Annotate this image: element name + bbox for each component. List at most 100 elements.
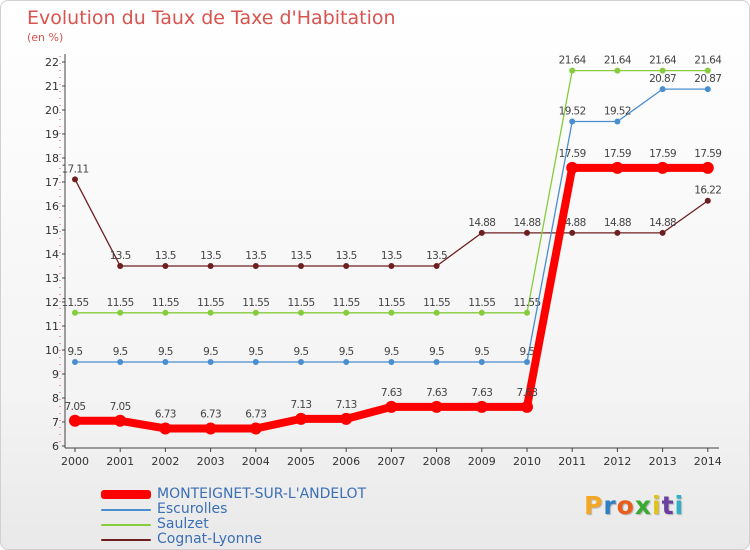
data-label-monteignet-sur-l-andelot: 7.63 (426, 387, 447, 399)
legend-swatch (101, 523, 151, 526)
data-point-saulzet (524, 309, 530, 316)
data-point-saulzet (659, 67, 666, 74)
data-label-monteignet-sur-l-andelot: 17.59 (604, 148, 631, 160)
data-point-escurolles (524, 359, 530, 365)
data-label-saulzet: 21.64 (559, 55, 587, 67)
data-label-cognat-lyonne: 14.88 (513, 217, 540, 229)
data-label-saulzet: 11.55 (423, 297, 450, 309)
data-label-monteignet-sur-l-andelot: 17.59 (559, 148, 586, 160)
legend-swatch (101, 508, 151, 511)
y-tick-label: 15 (45, 224, 59, 237)
data-label-escurolles: 20.87 (694, 73, 721, 85)
data-label-saulzet: 11.55 (152, 297, 179, 309)
data-point-saulzet (478, 309, 485, 316)
y-tick-label: 6 (52, 440, 59, 453)
data-point-cognat-lyonne (117, 263, 124, 269)
data-label-monteignet-sur-l-andelot: 7.63 (517, 387, 538, 399)
chart-subtitle: (en %) (27, 31, 64, 44)
data-label-monteignet-sur-l-andelot: 7.13 (291, 399, 312, 411)
data-point-saulzet (343, 309, 350, 316)
data-label-escurolles: 9.5 (384, 346, 399, 358)
data-point-escurolles (704, 86, 711, 93)
data-label-escurolles: 9.5 (294, 346, 309, 358)
data-point-saulzet (614, 67, 621, 74)
data-point-escurolles (72, 359, 78, 365)
data-point-cognat-lyonne (478, 229, 485, 236)
data-label-escurolles: 9.5 (113, 346, 128, 358)
data-label-monteignet-sur-l-andelot: 6.73 (200, 408, 221, 420)
legend-swatch (101, 490, 151, 499)
data-label-saulzet: 11.55 (378, 297, 405, 309)
data-point-monteignet-sur-l-andelot (295, 412, 307, 425)
data-point-escurolles (388, 359, 395, 365)
data-label-escurolles: 9.5 (248, 346, 263, 358)
data-label-cognat-lyonne: 14.88 (604, 217, 631, 229)
data-point-escurolles (298, 359, 304, 365)
data-label-monteignet-sur-l-andelot: 7.05 (110, 401, 131, 413)
x-tick-label: 2003 (197, 455, 225, 468)
data-point-cognat-lyonne (388, 263, 395, 269)
data-label-cognat-lyonne: 13.5 (110, 250, 131, 262)
data-point-monteignet-sur-l-andelot (701, 161, 714, 174)
data-point-escurolles (117, 359, 124, 365)
legend-swatch (101, 538, 151, 541)
data-label-monteignet-sur-l-andelot: 6.73 (245, 408, 266, 420)
y-tick-label: 12 (45, 296, 59, 309)
data-label-saulzet: 21.64 (694, 55, 722, 67)
data-point-saulzet (388, 309, 395, 316)
data-point-saulzet (162, 309, 169, 316)
chart-title: Evolution du Taux de Taxe d'Habitation (27, 7, 396, 29)
data-point-cognat-lyonne (569, 229, 576, 236)
y-tick-label: 8 (52, 392, 59, 405)
data-label-saulzet: 11.55 (61, 297, 88, 309)
data-label-escurolles: 9.5 (68, 346, 83, 358)
data-label-cognat-lyonne: 13.5 (336, 250, 357, 262)
y-tick-label: 11 (45, 320, 59, 333)
y-tick-label: 19 (45, 128, 59, 141)
data-point-saulzet (72, 309, 78, 316)
data-label-saulzet: 11.55 (468, 297, 495, 309)
chart-legend: MONTEIGNET-SUR-L'ANDELOT Escurolles Saulze… (101, 487, 366, 547)
data-point-saulzet (704, 67, 711, 74)
data-label-cognat-lyonne: 16.22 (694, 185, 721, 197)
x-tick-label: 2000 (61, 455, 89, 468)
legend-item: Cognat-Lyonne (101, 532, 366, 547)
data-label-escurolles: 9.5 (158, 346, 173, 358)
data-point-monteignet-sur-l-andelot (159, 422, 172, 435)
y-tick-label: 20 (45, 104, 59, 117)
data-label-escurolles: 19.52 (604, 106, 631, 118)
x-tick-label: 2008 (423, 455, 451, 468)
y-tick-label: 14 (45, 248, 59, 261)
data-point-monteignet-sur-l-andelot (430, 400, 443, 413)
data-label-saulzet: 11.55 (242, 297, 269, 309)
y-tick-label: 16 (45, 200, 59, 213)
x-tick-label: 2002 (151, 455, 179, 468)
data-point-saulzet (433, 309, 440, 316)
data-point-escurolles (478, 359, 485, 365)
data-label-saulzet: 21.64 (604, 55, 632, 67)
legend-label: MONTEIGNET-SUR-L'ANDELOT (157, 486, 367, 502)
data-point-cognat-lyonne (524, 229, 530, 236)
data-point-escurolles (614, 118, 621, 125)
x-tick-label: 2013 (649, 455, 677, 468)
data-point-escurolles (569, 118, 576, 125)
data-point-cognat-lyonne (298, 263, 304, 269)
data-label-cognat-lyonne: 13.5 (426, 250, 447, 262)
proxiti-logo: Proxiti (584, 491, 685, 520)
x-tick-label: 2012 (603, 455, 631, 468)
data-point-monteignet-sur-l-andelot (566, 161, 579, 174)
data-label-saulzet: 21.64 (649, 55, 677, 67)
data-point-escurolles (162, 359, 169, 365)
data-point-saulzet (117, 309, 124, 316)
data-label-cognat-lyonne: 14.88 (649, 217, 676, 229)
data-point-monteignet-sur-l-andelot (385, 400, 398, 413)
data-point-saulzet (298, 309, 304, 316)
data-label-cognat-lyonne: 13.5 (155, 250, 176, 262)
data-label-cognat-lyonne: 13.5 (291, 250, 312, 262)
data-label-cognat-lyonne: 14.88 (468, 217, 495, 229)
data-label-saulzet: 11.55 (197, 297, 224, 309)
data-point-cognat-lyonne (704, 197, 711, 204)
data-point-saulzet (252, 309, 259, 316)
legend-item: Escurolles (101, 502, 366, 517)
